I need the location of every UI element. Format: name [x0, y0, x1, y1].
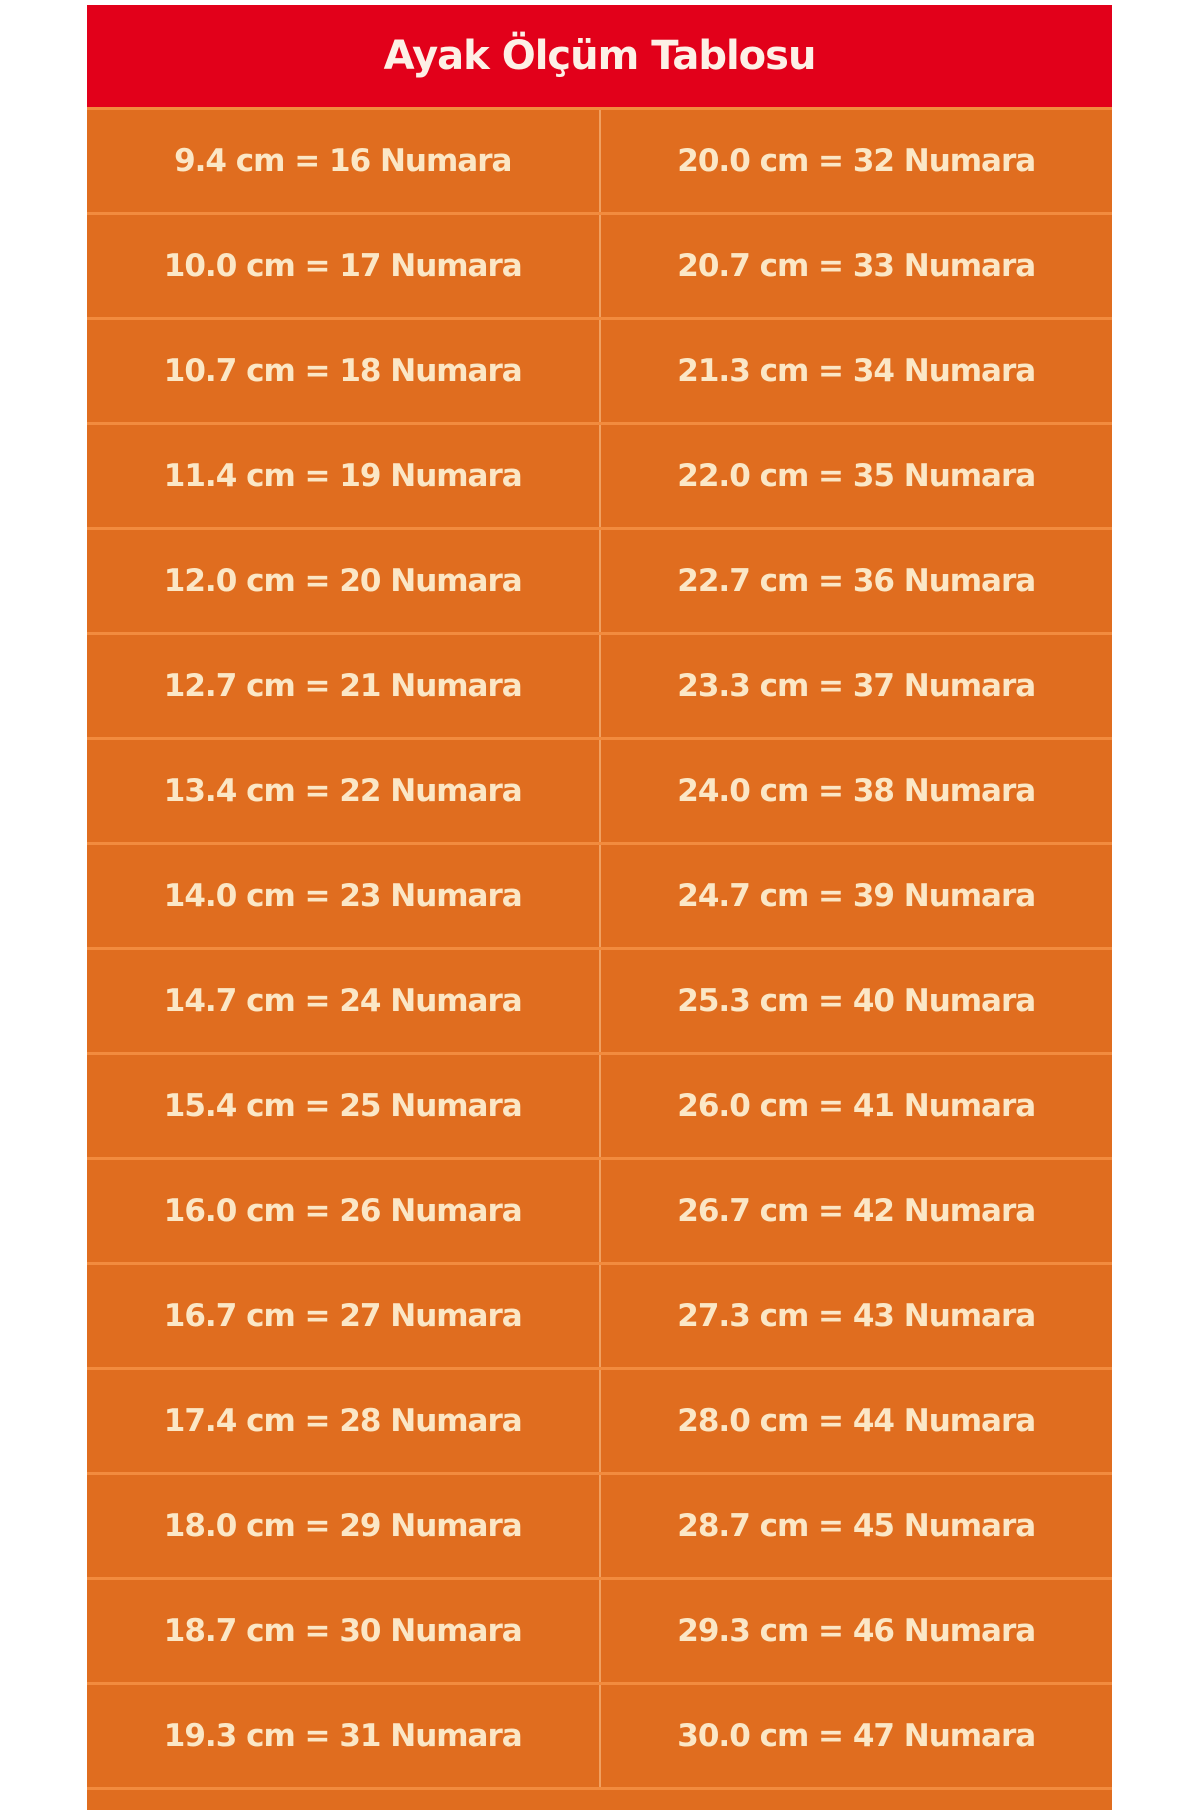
table-row: 10.0 cm = 17 Numara 20.7 cm = 33 Numara	[87, 212, 1112, 317]
size-cell-right: 28.0 cm = 44 Numara	[598, 1370, 1113, 1472]
size-cell-left: 10.7 cm = 18 Numara	[163, 353, 523, 389]
size-cell-right: 26.7 cm = 42 Numara	[598, 1160, 1113, 1262]
size-cell-right: 22.0 cm = 35 Numara	[598, 425, 1113, 527]
size-cell-right: 20.7 cm = 33 Numara	[598, 215, 1113, 317]
table-row: 18.0 cm = 29 Numara 28.7 cm = 45 Numara	[87, 1472, 1112, 1577]
table-title: Ayak Ölçüm Tablosu	[383, 33, 817, 79]
table-row: 15.4 cm = 25 Numara 26.0 cm = 41 Numara	[87, 1052, 1112, 1157]
size-cell-left: 16.7 cm = 27 Numara	[163, 1298, 523, 1334]
table-row: 14.0 cm = 23 Numara 24.7 cm = 39 Numara	[87, 842, 1112, 947]
table-row: 17.4 cm = 28 Numara 28.0 cm = 44 Numara	[87, 1367, 1112, 1472]
size-cell-right: 25.3 cm = 40 Numara	[598, 950, 1113, 1052]
table-row: 11.4 cm = 19 Numara 22.0 cm = 35 Numara	[87, 422, 1112, 527]
table-row: 16.7 cm = 27 Numara 27.3 cm = 43 Numara	[87, 1262, 1112, 1367]
size-cell-left: 12.7 cm = 21 Numara	[163, 668, 523, 704]
size-cell-left: 19.3 cm = 31 Numara	[163, 1718, 523, 1754]
size-cell-right: 20.0 cm = 32 Numara	[598, 110, 1113, 212]
size-cell-right: 22.7 cm = 36 Numara	[598, 530, 1113, 632]
table-bottom-edge	[87, 1787, 1112, 1810]
table-row: 12.0 cm = 20 Numara 22.7 cm = 36 Numara	[87, 527, 1112, 632]
size-cell-left: 17.4 cm = 28 Numara	[163, 1403, 523, 1439]
size-cell-right: 29.3 cm = 46 Numara	[598, 1580, 1113, 1682]
size-cell-left: 15.4 cm = 25 Numara	[163, 1088, 523, 1124]
size-cell-left: 13.4 cm = 22 Numara	[163, 773, 523, 809]
size-cell-left: 14.7 cm = 24 Numara	[163, 983, 523, 1019]
table-row: 12.7 cm = 21 Numara 23.3 cm = 37 Numara	[87, 632, 1112, 737]
size-chart-table: Ayak Ölçüm Tablosu 9.4 cm = 16 Numara 20.…	[87, 5, 1112, 1810]
table-row: 9.4 cm = 16 Numara 20.0 cm = 32 Numara	[87, 107, 1112, 212]
size-cell-left: 12.0 cm = 20 Numara	[163, 563, 523, 599]
size-cell-right: 24.0 cm = 38 Numara	[598, 740, 1113, 842]
table-row: 16.0 cm = 26 Numara 26.7 cm = 42 Numara	[87, 1157, 1112, 1262]
size-cell-left: 18.0 cm = 29 Numara	[163, 1508, 523, 1544]
table-row: 10.7 cm = 18 Numara 21.3 cm = 34 Numara	[87, 317, 1112, 422]
size-cell-right: 23.3 cm = 37 Numara	[598, 635, 1113, 737]
size-cell-left: 9.4 cm = 16 Numara	[174, 143, 512, 179]
table-body: 9.4 cm = 16 Numara 20.0 cm = 32 Numara 10.…	[87, 107, 1112, 1787]
table-row: 13.4 cm = 22 Numara 24.0 cm = 38 Numara	[87, 737, 1112, 842]
size-cell-left: 16.0 cm = 26 Numara	[163, 1193, 523, 1229]
size-cell-left: 14.0 cm = 23 Numara	[163, 878, 523, 914]
table-header: Ayak Ölçüm Tablosu	[87, 5, 1112, 107]
size-cell-right: 26.0 cm = 41 Numara	[598, 1055, 1113, 1157]
size-cell-right: 28.7 cm = 45 Numara	[598, 1475, 1113, 1577]
table-row: 14.7 cm = 24 Numara 25.3 cm = 40 Numara	[87, 947, 1112, 1052]
size-cell-left: 11.4 cm = 19 Numara	[163, 458, 523, 494]
size-cell-right: 21.3 cm = 34 Numara	[598, 320, 1113, 422]
size-cell-right: 30.0 cm = 47 Numara	[598, 1685, 1113, 1787]
size-cell-left: 10.0 cm = 17 Numara	[163, 248, 523, 284]
size-cell-right: 27.3 cm = 43 Numara	[598, 1265, 1113, 1367]
table-row: 19.3 cm = 31 Numara 30.0 cm = 47 Numara	[87, 1682, 1112, 1787]
size-cell-right: 24.7 cm = 39 Numara	[598, 845, 1113, 947]
size-cell-left: 18.7 cm = 30 Numara	[163, 1613, 523, 1649]
table-row: 18.7 cm = 30 Numara 29.3 cm = 46 Numara	[87, 1577, 1112, 1682]
